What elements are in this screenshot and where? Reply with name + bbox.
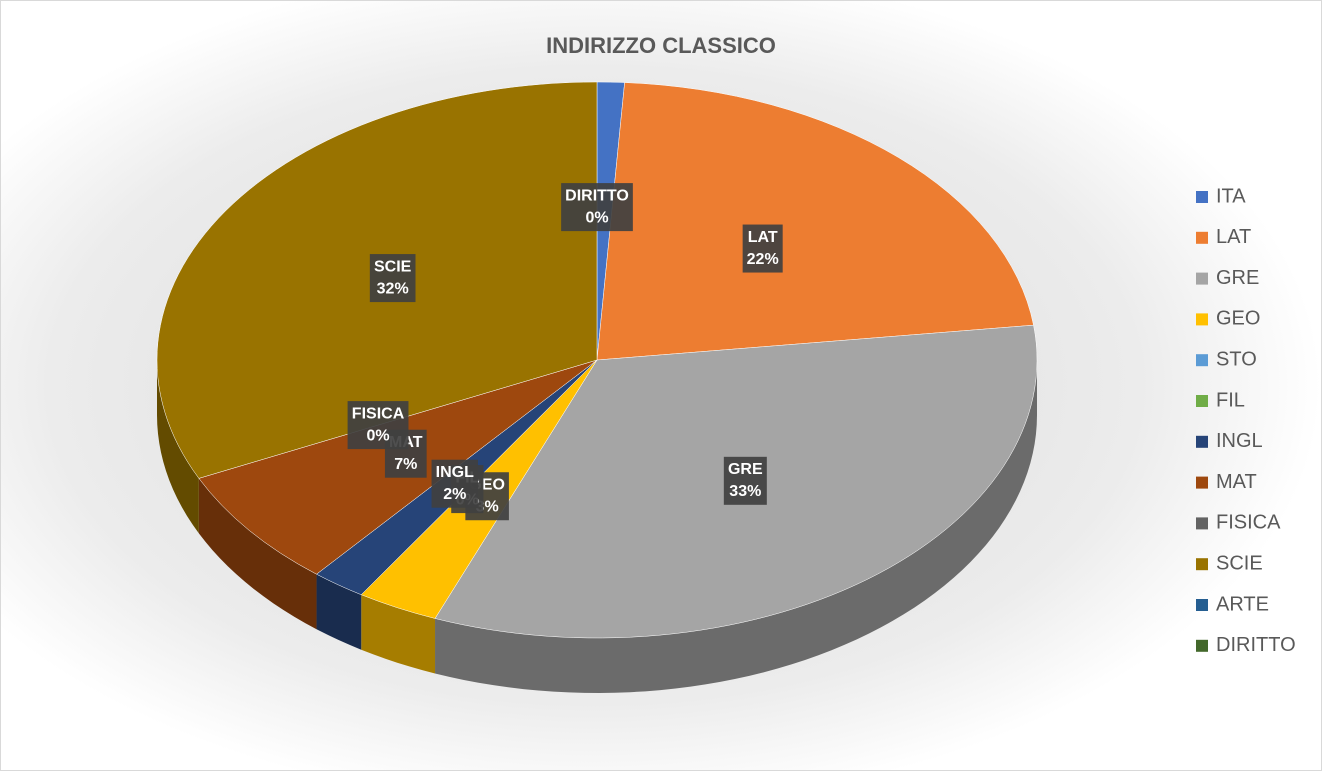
data-label: SCIE 32% xyxy=(369,254,416,303)
data-label-value: 0% xyxy=(366,427,389,444)
data-label-category: INGL xyxy=(436,464,474,481)
slice-side xyxy=(198,478,317,630)
data-label-category: LAT xyxy=(748,229,778,246)
legend-label: SCIE xyxy=(1216,552,1263,574)
legend-swatch xyxy=(1196,231,1208,244)
data-label-box xyxy=(369,254,416,303)
data-label-value: 32% xyxy=(377,280,409,297)
legend-swatch xyxy=(1196,476,1208,489)
data-label-box xyxy=(561,183,633,232)
data-label: DIRITTO 0% xyxy=(561,183,633,232)
legend-label: FIL xyxy=(1216,389,1245,411)
legend-swatch xyxy=(1196,517,1208,530)
legend-swatch xyxy=(1196,558,1208,571)
legend-label: GEO xyxy=(1216,308,1260,330)
legend-swatch xyxy=(1196,191,1208,203)
data-label-value: 22% xyxy=(747,251,779,268)
data-label-value: 33% xyxy=(729,483,761,500)
data-label-box xyxy=(431,459,478,508)
legend-label: STO xyxy=(1216,348,1257,370)
data-label: INGL 2% xyxy=(431,459,478,508)
data-label-value: 0% xyxy=(585,209,608,226)
legend-label: ITA xyxy=(1216,185,1246,207)
data-label: GRE 33% xyxy=(723,456,767,505)
data-label-box xyxy=(742,224,783,273)
data-label-box xyxy=(347,401,409,450)
slice-side xyxy=(316,574,362,650)
data-label-category: SCIE xyxy=(374,258,412,275)
chart-title: INDIRIZZO CLASSICO xyxy=(546,33,776,58)
legend-label: LAT xyxy=(1216,226,1251,248)
legend-label: ARTE xyxy=(1216,593,1269,615)
legend-swatch xyxy=(1196,354,1208,367)
legend-swatch xyxy=(1196,435,1208,448)
data-label-category: DIRITTO xyxy=(565,187,629,204)
legend-swatch xyxy=(1196,599,1208,611)
legend-swatch xyxy=(1196,272,1208,285)
legend-label: FISICA xyxy=(1216,512,1281,534)
legend-swatch xyxy=(1196,313,1208,326)
data-label-value: 7% xyxy=(394,456,417,473)
data-label-category: FISICA xyxy=(352,405,405,422)
legend-swatch xyxy=(1196,639,1208,652)
legend-label: GRE xyxy=(1216,267,1259,289)
legend-label: INGL xyxy=(1216,430,1263,452)
data-label: FISICA 0% xyxy=(347,401,409,450)
slice-side xyxy=(361,594,436,674)
data-label-value: 2% xyxy=(443,486,466,503)
data-label-box xyxy=(723,456,767,505)
slice-side xyxy=(157,360,199,534)
slice xyxy=(596,82,1034,361)
legend-swatch xyxy=(1196,395,1208,407)
data-label: LAT 22% xyxy=(742,224,783,273)
data-label-category: GRE xyxy=(728,461,763,478)
slice-side xyxy=(435,360,1037,693)
legend-label: DIRITTO xyxy=(1216,634,1296,656)
legend-label: MAT xyxy=(1216,471,1257,493)
